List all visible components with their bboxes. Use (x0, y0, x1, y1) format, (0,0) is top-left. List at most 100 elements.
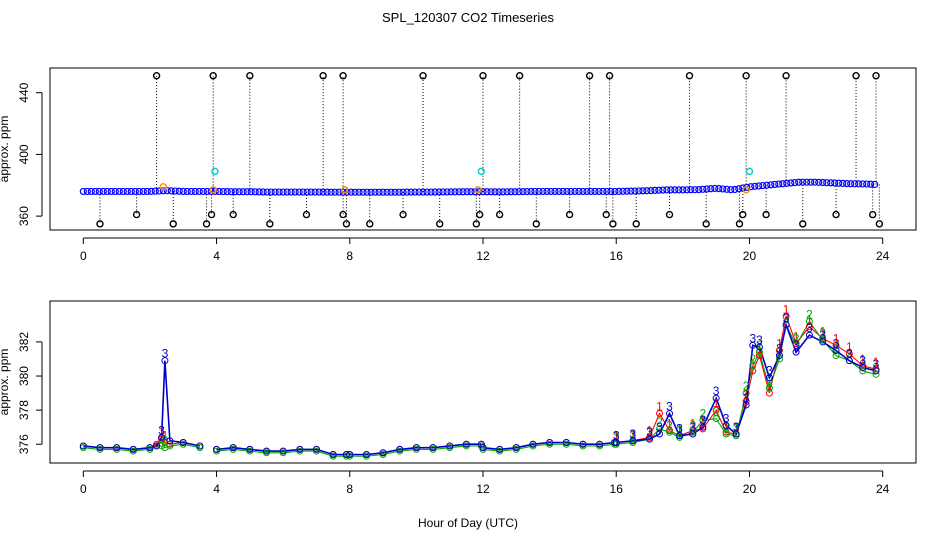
bottom-series-point-3 (396, 445, 404, 453)
top-baseline-point (527, 187, 535, 196)
bottom-series-label-2: 2 (749, 352, 756, 366)
bottom-series-point-2 (749, 362, 757, 370)
bottom-series-point-3 (529, 440, 537, 448)
bottom-series-point-3 (312, 445, 320, 453)
bottom-series-point-3 (477, 440, 485, 448)
bottom-series-label-2: 2 (846, 347, 853, 361)
top-baseline-point (167, 187, 175, 195)
bottom-series-point-3 (689, 430, 697, 438)
bottom-series-point-3 (656, 430, 664, 438)
top-baseline-point (863, 180, 871, 188)
bottom-series-point-3 (819, 338, 827, 346)
top-baseline-point (219, 187, 227, 196)
top-baseline-point (259, 188, 267, 196)
top-low-outlier-point (339, 210, 347, 219)
bottom-series-point-3 (179, 439, 187, 447)
top-baseline-point (103, 187, 111, 196)
top-baseline-point (623, 187, 631, 195)
bottom-series-point-1 (749, 367, 757, 375)
top-high-outlier-point (339, 72, 347, 80)
top-baseline-point (715, 184, 723, 193)
top-high-outlier-point (605, 72, 614, 80)
top-baseline-point (387, 188, 395, 196)
top-low-outlier-point (207, 210, 216, 219)
bottom-series-label-3: 3 (699, 413, 706, 427)
top-y-tick-label: 440 (17, 82, 31, 102)
top-baseline-point (783, 179, 791, 187)
top-baseline-point (823, 179, 831, 187)
bottom-series-point-3 (749, 341, 757, 349)
top-high-outlier-point (479, 72, 487, 80)
top-baseline-point (135, 187, 143, 196)
bottom-series-point-3 (462, 440, 470, 448)
top-x-tick-label: 12 (476, 249, 490, 263)
bottom-series-point-3 (872, 367, 880, 375)
bottom-series-point-2 (859, 367, 867, 375)
bottom-series-label-1: 1 (793, 330, 800, 344)
top-baseline-point (199, 187, 207, 196)
top-baseline-point (531, 187, 539, 196)
bottom-x-tick-label: 8 (346, 482, 353, 496)
bottom-series-point-2 (805, 317, 813, 325)
top-baseline-point (839, 179, 847, 188)
bottom-y-tick-label: 382 (17, 332, 31, 352)
bottom-series-point-3 (342, 450, 350, 458)
top-baseline-point (123, 187, 131, 196)
bottom-series-label-3: 3 (733, 420, 740, 434)
top-baseline-point (383, 188, 391, 196)
bottom-series-point-3 (362, 450, 370, 458)
bottom-series-point-3 (113, 444, 121, 452)
bottom-series-point-3 (379, 449, 387, 457)
top-high-outlier-point (515, 72, 524, 80)
bottom-series-point-3 (646, 435, 654, 443)
top-baseline-point (163, 187, 171, 195)
bottom-series-label-3: 3 (793, 338, 800, 352)
top-low-outlier-point (436, 220, 444, 228)
top-baseline-point (843, 179, 851, 188)
top-baseline-point (815, 178, 823, 186)
bottom-series-label-1: 1 (162, 429, 169, 443)
bottom-series-label-3: 3 (689, 420, 696, 434)
bottom-series-point-2 (158, 442, 166, 450)
top-baseline-point (187, 187, 195, 196)
bottom-series-point-2 (166, 442, 174, 450)
top-baseline-point (295, 188, 303, 196)
top-low-outlier-point (495, 210, 504, 219)
top-baseline-point (191, 187, 199, 196)
bottom-series-label-2: 2 (656, 415, 663, 429)
top-baseline-point (503, 188, 511, 196)
top-baseline-point (367, 188, 375, 196)
top-baseline-point (99, 187, 107, 196)
top-baseline-point (347, 188, 355, 196)
bottom-series-label-3: 3 (806, 321, 813, 335)
top-baseline-point (131, 187, 139, 196)
top-baseline-point (139, 187, 147, 196)
top-baseline-point (627, 187, 635, 195)
top-cyan-point (477, 167, 486, 176)
top-baseline-point (703, 185, 711, 193)
bottom-x-tick-label: 24 (876, 482, 890, 496)
bottom-series-point-2 (792, 341, 800, 349)
top-baseline-point (535, 187, 543, 196)
bottom-series-point-3 (722, 421, 730, 429)
top-baseline-point (643, 187, 651, 195)
bottom-series-point-3 (666, 410, 674, 418)
bottom-series-point-1 (656, 410, 664, 418)
top-baseline-point (523, 187, 531, 196)
bottom-series-label-1: 1 (158, 425, 165, 439)
top-low-outlier-point (366, 220, 374, 228)
top-baseline-point (803, 178, 811, 186)
bottom-series-point-3 (153, 442, 161, 450)
top-baseline-point (727, 186, 735, 194)
top-x-tick-label: 24 (876, 249, 890, 263)
top-baseline-point (95, 187, 103, 196)
top-x-tick-label: 16 (610, 249, 624, 263)
top-baseline-point (307, 188, 315, 196)
bottom-series-label-1: 1 (766, 379, 773, 393)
bottom-series-point-3 (699, 423, 707, 431)
bottom-series-label-3: 3 (666, 400, 673, 414)
top-baseline-point (619, 187, 627, 195)
top-low-outlier-point (832, 210, 840, 219)
top-baseline-point (867, 180, 875, 188)
